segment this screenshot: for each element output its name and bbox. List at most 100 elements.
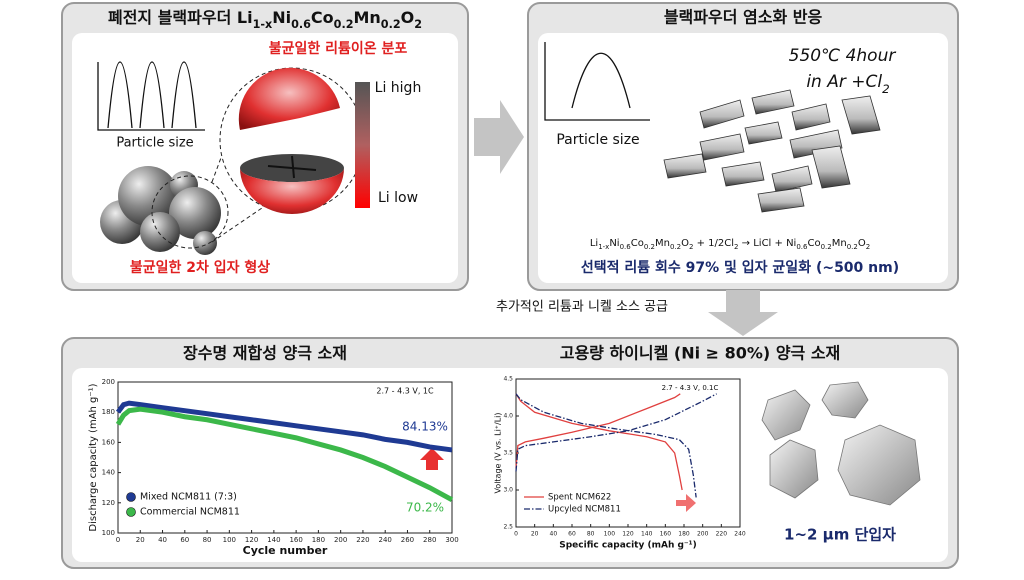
text-segment: 2 — [866, 243, 870, 251]
x-tick-label: 40 — [550, 531, 558, 538]
y-tick-label: 140 — [102, 469, 115, 477]
text-segment: → LiCl + Ni — [738, 238, 796, 249]
x-tick-label: 60 — [568, 531, 576, 538]
li-low-label: Li low — [378, 190, 418, 206]
condition: 550℃ 4hour — [789, 46, 897, 66]
retention-label: 70.2% — [406, 501, 444, 515]
text-segment: 0.2 — [334, 18, 354, 31]
y-tick-label: 4.0 — [503, 413, 513, 420]
text-segment: 0.6 — [620, 243, 632, 251]
text-segment: in Ar +Cl — [806, 72, 882, 92]
arrow-right — [474, 100, 524, 174]
particle-label: 1~2 μm 단입자 — [784, 526, 896, 544]
schematic-plot — [544, 42, 650, 121]
series-line — [515, 393, 717, 472]
text-segment: 1-x — [253, 18, 273, 31]
text-segment: Mn — [655, 238, 670, 249]
condition: 2.7 - 4.3 V, 1C — [376, 387, 434, 396]
increase-arrow — [420, 448, 444, 470]
cross-section — [219, 67, 365, 214]
increase-arrow — [676, 494, 696, 512]
panel-inner — [72, 368, 948, 562]
x-tick-label: 160 — [289, 536, 302, 544]
text-segment: + 1/2Cl — [693, 238, 734, 249]
x-axis-label: Cycle number — [243, 544, 328, 557]
series-line — [115, 406, 454, 502]
x-tick-label: 20 — [136, 536, 145, 544]
schematic-plot — [97, 61, 205, 131]
text-segment: Mn — [832, 238, 847, 249]
x-tick-label: 0 — [514, 531, 518, 538]
legend-label: Commercial NCM811 — [140, 507, 240, 518]
y-tick-label: 4.5 — [503, 376, 513, 383]
text-segment: 0.6 — [291, 18, 311, 31]
x-tick-label: 160 — [660, 531, 672, 538]
text-segment: Ni — [272, 8, 291, 27]
text-segment: 2 — [882, 82, 890, 96]
y-tick-label: 100 — [102, 529, 115, 537]
text-segment: Co — [807, 238, 820, 249]
x-tick-label: 100 — [223, 536, 236, 544]
text-segment: 2 — [734, 243, 738, 251]
x-tick-label: 260 — [401, 536, 414, 544]
x-tick-label: 0 — [116, 536, 120, 544]
text-segment: 폐전지 블랙파우더 Li — [108, 8, 253, 27]
x-tick-label: 180 — [312, 536, 325, 544]
y-tick-label: 3.5 — [503, 450, 513, 457]
series-line — [515, 393, 683, 491]
y-axis-label: Discharge capacity (mAh g⁻¹) — [88, 383, 99, 531]
legend-marker — [126, 507, 136, 517]
text-segment: Li — [590, 238, 598, 249]
text-segment: O — [401, 8, 415, 27]
x-tick-label: 240 — [379, 536, 392, 544]
panel-title: 폐전지 블랙파우더 Li1-xNi0.6Co0.2Mn0.2O2 — [108, 8, 422, 31]
x-tick-label: 20 — [531, 531, 539, 538]
text-segment: 0.2 — [381, 18, 401, 31]
li-gradient-bar — [355, 82, 370, 208]
x-tick-label: 200 — [334, 536, 347, 544]
x-tick-label: 180 — [678, 531, 690, 538]
y-tick-label: 200 — [102, 378, 115, 386]
text-segment: Ni — [609, 238, 619, 249]
y-axis-label: Voltage (V vs. Li⁺/Li) — [494, 412, 503, 493]
x-tick-label: 140 — [641, 531, 653, 538]
x-tick-label: 40 — [158, 536, 167, 544]
x-tick-label: 80 — [587, 531, 595, 538]
axis-label: Particle size — [116, 136, 193, 151]
series-line — [515, 393, 697, 498]
text-segment: 1-x — [598, 243, 609, 251]
x-tick-label: 120 — [622, 531, 634, 538]
retention-label: 84.13% — [402, 420, 448, 434]
text-segment: 0.2 — [670, 243, 681, 251]
x-tick-label: 280 — [423, 536, 436, 544]
y-tick-label: 3.0 — [503, 487, 513, 494]
text-segment: 0.2 — [847, 243, 858, 251]
legend-label: Spent NCM622 — [548, 493, 611, 503]
x-tick-label: 220 — [356, 536, 369, 544]
result-label: 선택적 리튬 회수 97% 및 입자 균일화 (~500 nm) — [581, 259, 899, 276]
text-segment: Co — [631, 238, 644, 249]
y-tick-label: 180 — [102, 408, 115, 416]
x-tick-label: 220 — [716, 531, 728, 538]
text-segment: O — [681, 238, 689, 249]
text-segment: 2 — [414, 18, 422, 31]
y-tick-label: 120 — [102, 499, 115, 507]
x-tick-label: 100 — [604, 531, 616, 538]
flakes — [663, 89, 881, 213]
x-tick-label: 240 — [734, 531, 746, 538]
li-high-label: Li high — [375, 80, 422, 96]
y-tick-label: 160 — [102, 438, 115, 446]
panel-title: 블랙파우더 염소화 반응 — [664, 8, 823, 27]
x-tick-label: 300 — [445, 536, 458, 544]
text-segment: Mn — [353, 8, 380, 27]
supply-label: 추가적인 리튬과 니켈 소스 공급 — [496, 300, 668, 315]
y-tick-label: 2.5 — [503, 524, 513, 531]
plot-frame — [117, 381, 453, 534]
x-tick-label: 140 — [267, 536, 280, 544]
x-axis-label: Specific capacity (mAh g⁻¹) — [559, 541, 696, 551]
text-segment: 2 — [689, 243, 693, 251]
x-tick-label: 120 — [245, 536, 258, 544]
equation: Li1-xNi0.6Co0.2Mn0.2O2 + 1/2Cl2 → LiCl +… — [590, 238, 870, 251]
text-segment: 0.2 — [644, 243, 655, 251]
